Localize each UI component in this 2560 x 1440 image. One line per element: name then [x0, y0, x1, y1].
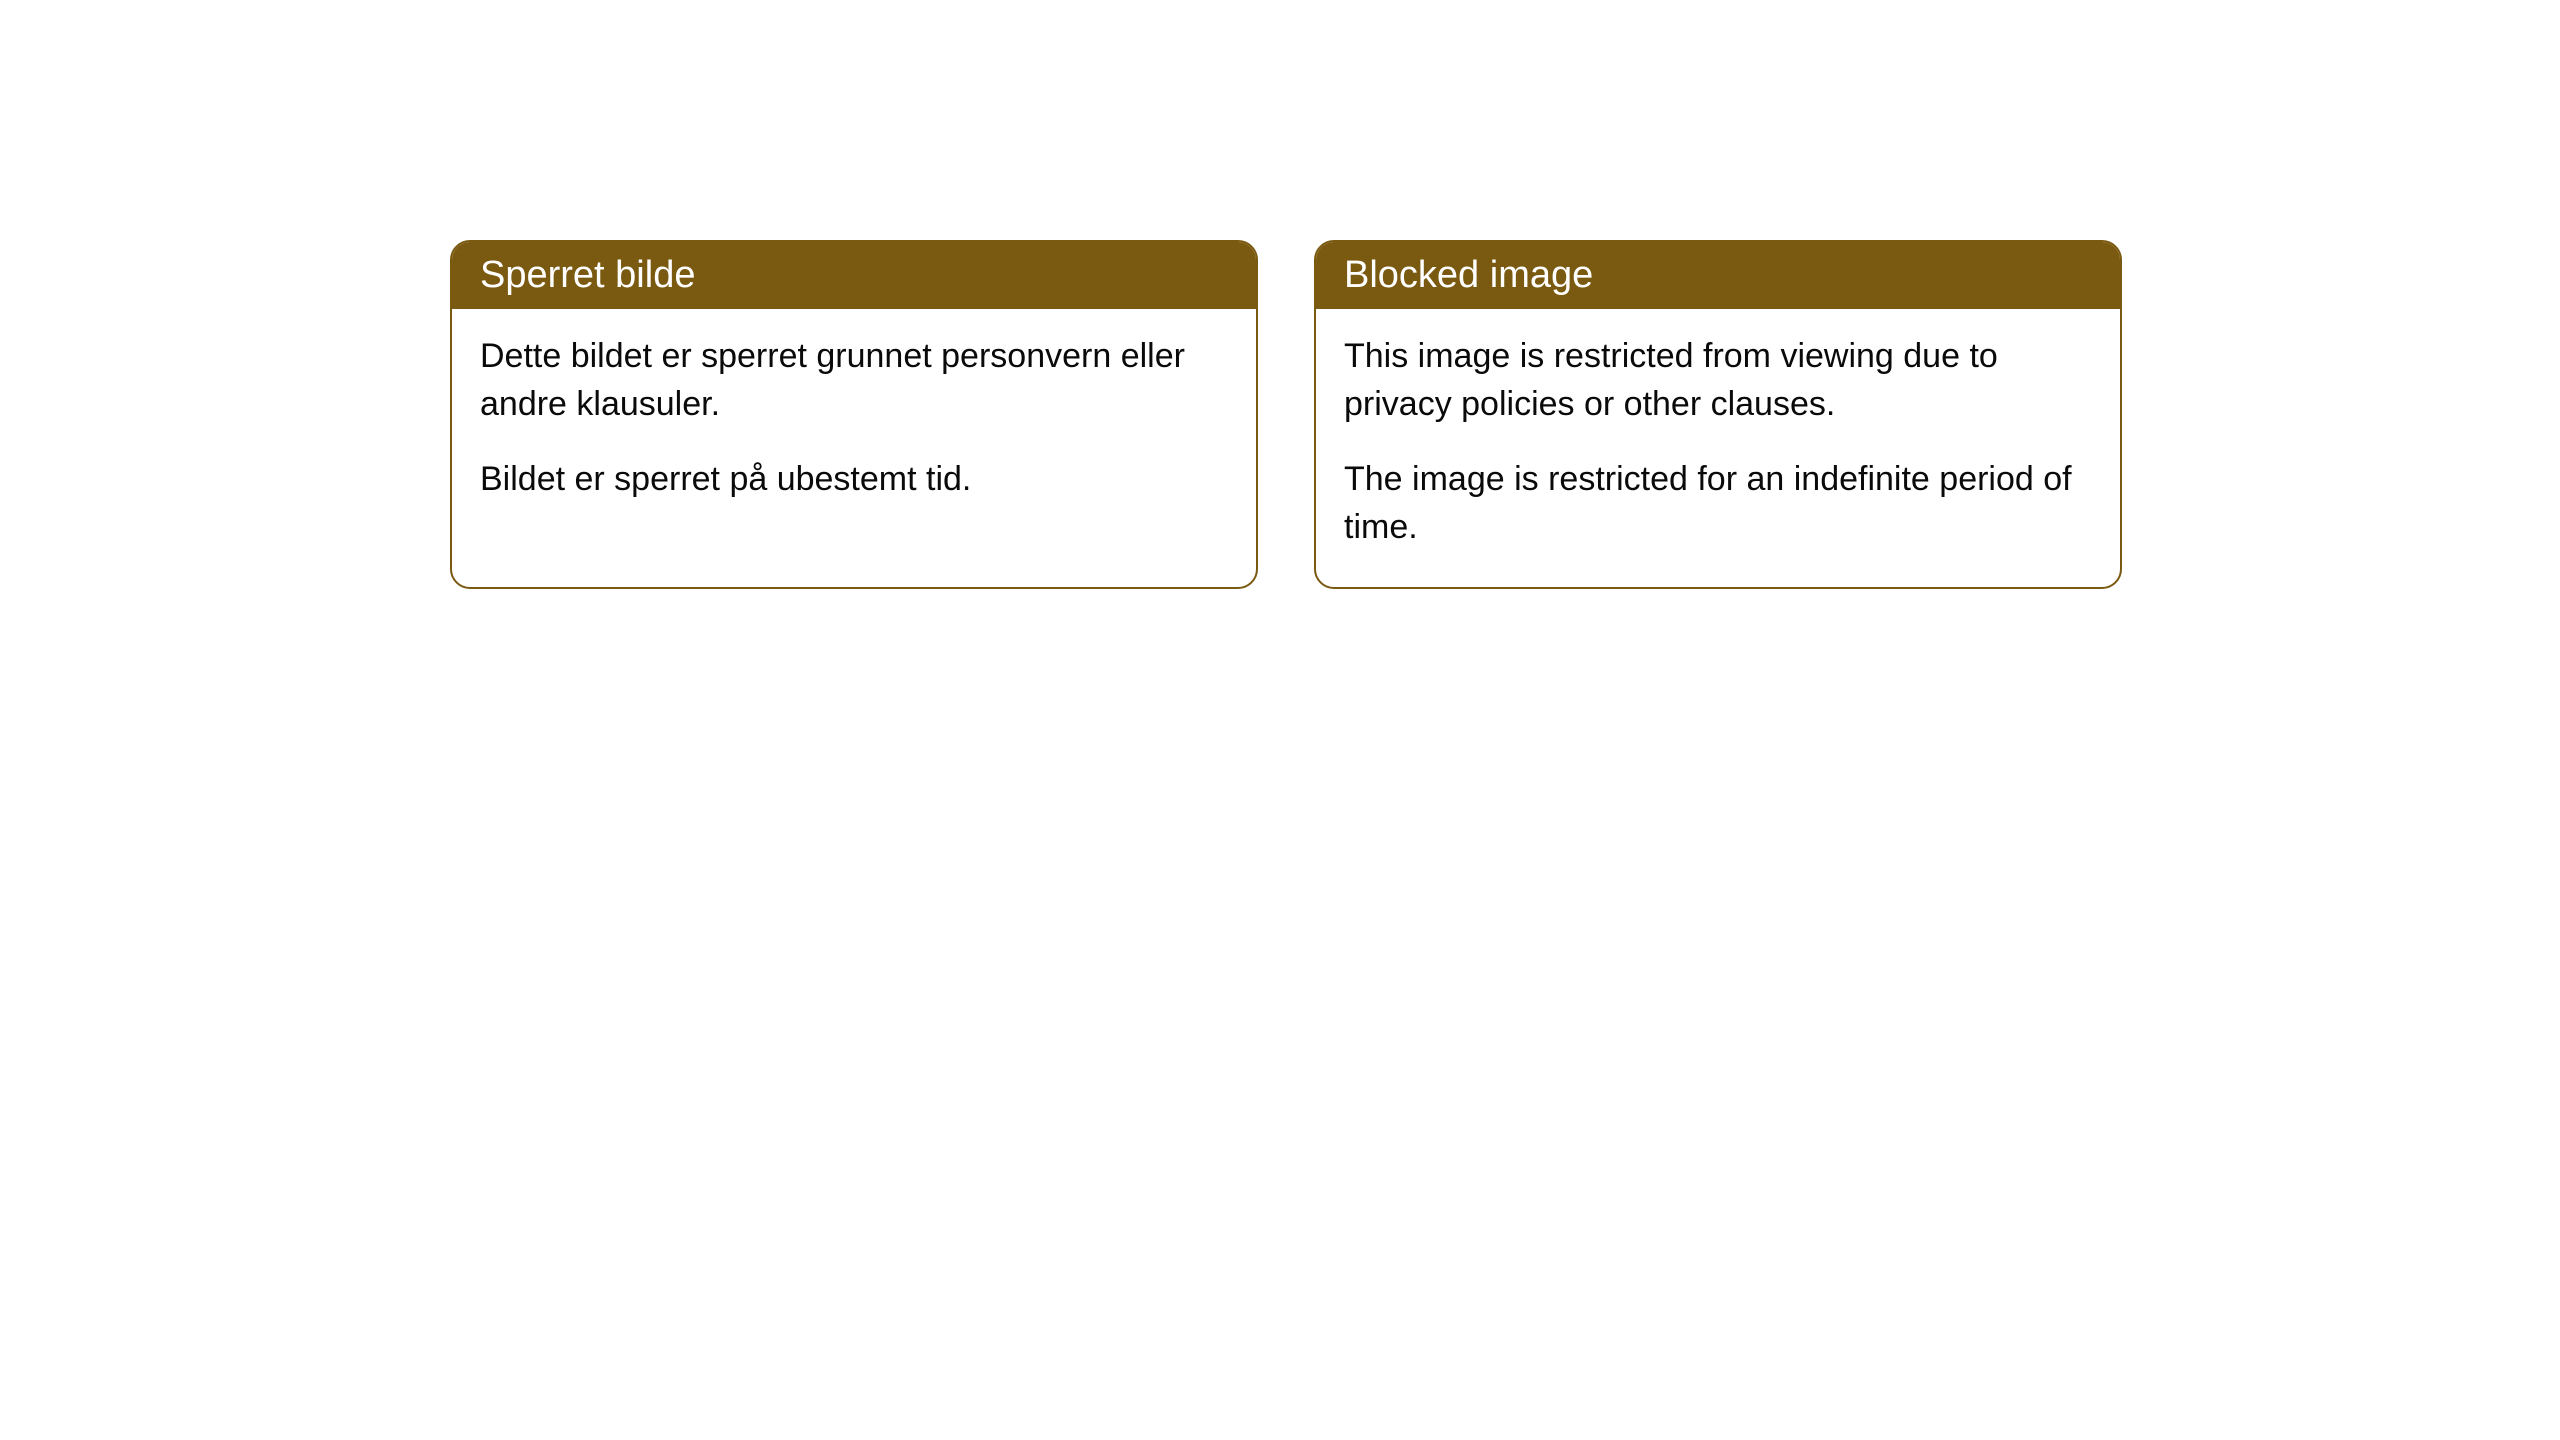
card-header-en: Blocked image — [1316, 242, 2120, 309]
blocked-image-card-no: Sperret bilde Dette bildet er sperret gr… — [450, 240, 1258, 589]
card-paragraph-1-no: Dette bildet er sperret grunnet personve… — [480, 333, 1228, 428]
card-paragraph-2-no: Bildet er sperret på ubestemt tid. — [480, 456, 1228, 504]
notice-cards-container: Sperret bilde Dette bildet er sperret gr… — [450, 240, 2560, 589]
card-paragraph-2-en: The image is restricted for an indefinit… — [1344, 456, 2092, 551]
card-body-no: Dette bildet er sperret grunnet personve… — [452, 309, 1256, 540]
blocked-image-card-en: Blocked image This image is restricted f… — [1314, 240, 2122, 589]
card-body-en: This image is restricted from viewing du… — [1316, 309, 2120, 587]
card-header-no: Sperret bilde — [452, 242, 1256, 309]
card-paragraph-1-en: This image is restricted from viewing du… — [1344, 333, 2092, 428]
